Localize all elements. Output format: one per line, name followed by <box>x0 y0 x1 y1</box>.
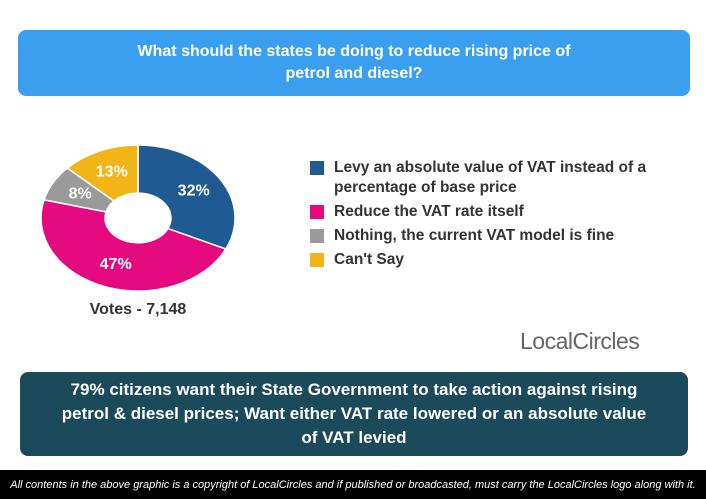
legend-swatch <box>310 161 324 175</box>
footer: All contents in the above graphic is a c… <box>0 470 706 499</box>
legend-swatch <box>310 229 324 243</box>
legend-item: Levy an absolute value of VAT instead of… <box>310 158 680 198</box>
chart-title: What should the states be doing to reduc… <box>137 43 571 82</box>
title-box: What should the states be doing to reduc… <box>18 30 690 96</box>
value-label: 13% <box>96 164 128 181</box>
legend-label: Reduce the VAT rate itself <box>334 203 524 220</box>
value-label: 8% <box>69 185 92 202</box>
slice <box>66 144 139 202</box>
summary-box: 79% citizens want their State Government… <box>20 372 688 456</box>
legend-label: Can't Say <box>334 251 405 268</box>
value-label: 32% <box>178 183 210 200</box>
votes: Votes - 7,148 <box>89 301 187 318</box>
donut-chart: 32% 47% 8%13% <box>40 144 236 292</box>
legend-swatch <box>310 253 324 267</box>
legend-item: Nothing, the current VAT model is fine <box>310 226 680 246</box>
legend-label: Levy an absolute value of VAT instead of… <box>334 159 647 196</box>
legend-label: Nothing, the current VAT model is fine <box>334 227 615 244</box>
footer-text: All contents in the above graphic is a c… <box>10 478 696 491</box>
value-label: 47% <box>100 256 132 273</box>
summary-text: 79% citizens want their State Government… <box>61 380 647 447</box>
logo[interactable]: LocalCircles <box>520 328 640 354</box>
legend-swatch <box>310 205 324 219</box>
legend: Levy an absolute value of VAT instead of… <box>310 158 680 274</box>
legend-item: Reduce the VAT rate itself <box>310 202 680 222</box>
slice <box>40 198 227 292</box>
legend-item: Can't Say <box>310 250 680 270</box>
slice <box>137 144 236 250</box>
